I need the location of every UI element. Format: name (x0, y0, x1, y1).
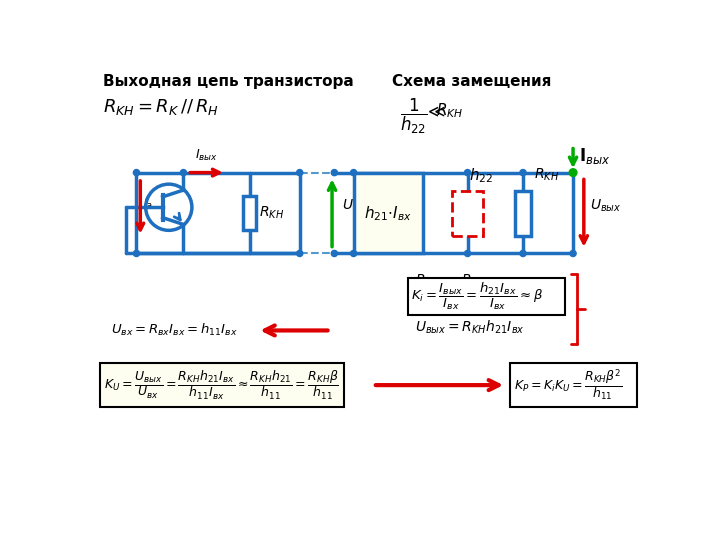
Circle shape (331, 170, 338, 176)
Text: $R_{вых} = R_{KH}$: $R_{вых} = R_{KH}$ (415, 273, 487, 289)
Text: $\mathbf{I}_{вых}$: $\mathbf{I}_{вых}$ (579, 146, 611, 166)
Text: $U_{вых}$: $U_{вых}$ (590, 198, 621, 214)
Circle shape (520, 251, 526, 256)
Bar (354, 173, 423, 253)
Circle shape (331, 251, 338, 256)
Text: $R_{KH}$: $R_{KH}$ (259, 205, 284, 221)
Text: $K_i = \dfrac{I_{вых}}{I_{вх}} = \dfrac{h_{21}I_{вх}}{I_{вх}} \approx \beta$: $K_i = \dfrac{I_{вых}}{I_{вх}} = \dfrac{… (411, 281, 544, 312)
Bar (510, 363, 637, 408)
Text: $R_{KH}$: $R_{KH}$ (436, 102, 463, 120)
Text: $h_{21}{\cdot}I_{вх}$: $h_{21}{\cdot}I_{вх}$ (364, 204, 412, 223)
Circle shape (570, 251, 576, 256)
Text: Выходная цепь транзистора: Выходная цепь транзистора (104, 74, 354, 89)
Circle shape (351, 251, 356, 256)
Bar (452, 191, 483, 236)
Text: $K_U = \dfrac{U_{вых}}{U_{вх}} = \dfrac{R_{KH}h_{21}I_{вх}}{h_{11}I_{вх}} \appro: $K_U = \dfrac{U_{вых}}{U_{вх}} = \dfrac{… (104, 369, 339, 402)
Text: $\ll$: $\ll$ (425, 103, 446, 122)
Bar (515, 191, 531, 236)
Bar (408, 278, 565, 315)
Text: $U_{вх} = R_{вх}I_{вх} = h_{11}I_{вх}$: $U_{вх} = R_{вх}I_{вх} = h_{11}I_{вх}$ (111, 322, 238, 339)
Text: $I_{вых}$: $I_{вых}$ (195, 147, 218, 163)
Circle shape (351, 170, 356, 176)
Circle shape (133, 170, 140, 176)
Text: $U_{вых} = R_{KH}h_{21}I_{вх}$: $U_{вых} = R_{KH}h_{21}I_{вх}$ (415, 319, 525, 336)
Circle shape (464, 170, 471, 176)
Text: $R_{KH}$: $R_{KH}$ (534, 166, 559, 183)
Circle shape (133, 251, 140, 256)
Text: $R_{KH} = R_K\,//\,R_H$: $R_{KH} = R_K\,//\,R_H$ (104, 97, 219, 117)
Text: $I_{э}$: $I_{э}$ (143, 196, 153, 211)
Text: $\dfrac{1}{h_{22}}$: $\dfrac{1}{h_{22}}$ (400, 97, 428, 136)
Text: Схема замещения: Схема замещения (392, 74, 552, 89)
Circle shape (520, 170, 526, 176)
Text: $h_{22}$: $h_{22}$ (469, 166, 493, 185)
Circle shape (570, 168, 577, 177)
Text: $K_P = K_i K_U = \dfrac{R_{KH}\beta^2}{h_{11}}$: $K_P = K_i K_U = \dfrac{R_{KH}\beta^2}{h… (514, 367, 623, 403)
Bar (243, 196, 256, 230)
Text: $U_{вых}$: $U_{вых}$ (342, 198, 374, 214)
Bar (99, 363, 344, 408)
Circle shape (180, 170, 186, 176)
Circle shape (464, 251, 471, 256)
Circle shape (297, 170, 303, 176)
Circle shape (297, 251, 303, 256)
